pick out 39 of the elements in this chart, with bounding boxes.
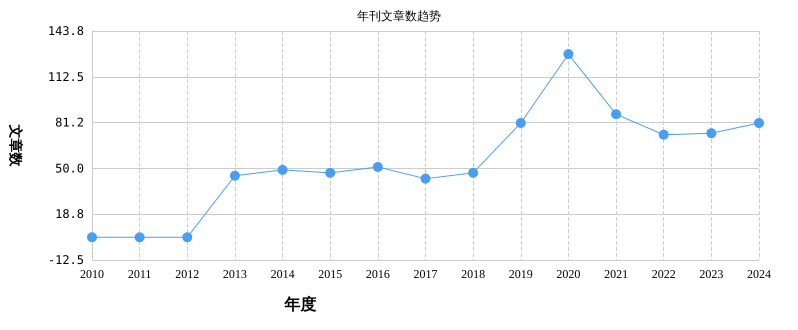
x-axis-title: 年度 — [284, 294, 316, 314]
point — [468, 168, 478, 178]
x-tick-label: 2012 — [175, 267, 200, 281]
x-tick-label: 2021 — [604, 267, 628, 281]
point — [706, 128, 716, 138]
x-tick-label: 2014 — [270, 267, 295, 281]
point — [87, 232, 97, 242]
x-tick-label: 2023 — [699, 267, 724, 281]
point — [563, 49, 574, 60]
x-tick-label: 2019 — [508, 267, 533, 281]
point — [182, 232, 192, 242]
y-tick-label: 18.8 — [55, 207, 84, 222]
point — [278, 164, 288, 175]
x-tick-label: 2020 — [556, 267, 580, 281]
point — [372, 162, 383, 172]
x-tick-label: 2022 — [652, 267, 676, 281]
point — [516, 118, 526, 128]
x-tick-label: 2013 — [222, 267, 247, 281]
x-tick-label: 2024 — [747, 267, 771, 281]
y-tick-label: 112.5 — [48, 70, 84, 84]
y-axis-title: 文章数 — [7, 124, 24, 168]
x-tick-label: 2015 — [318, 267, 342, 281]
point — [754, 118, 764, 128]
y-tick-label: 50.0 — [55, 161, 84, 176]
y-tick-label: -12.5 — [48, 253, 84, 267]
x-tick-label: 2017 — [414, 267, 438, 281]
point — [325, 168, 336, 178]
x-tick-label: 2010 — [80, 267, 104, 281]
chart-title: 年刊文章数趋势 — [357, 9, 441, 23]
x-tick-label: 2018 — [461, 267, 486, 281]
y-tick-label: 81.2 — [55, 116, 84, 130]
point — [230, 170, 240, 181]
point — [134, 232, 145, 242]
point — [611, 109, 622, 120]
point — [420, 174, 430, 184]
x-tick-label: 2016 — [366, 267, 390, 281]
y-tick-label: 143.8 — [48, 24, 84, 38]
point — [658, 130, 669, 140]
x-tick-label: 2011 — [128, 267, 152, 281]
